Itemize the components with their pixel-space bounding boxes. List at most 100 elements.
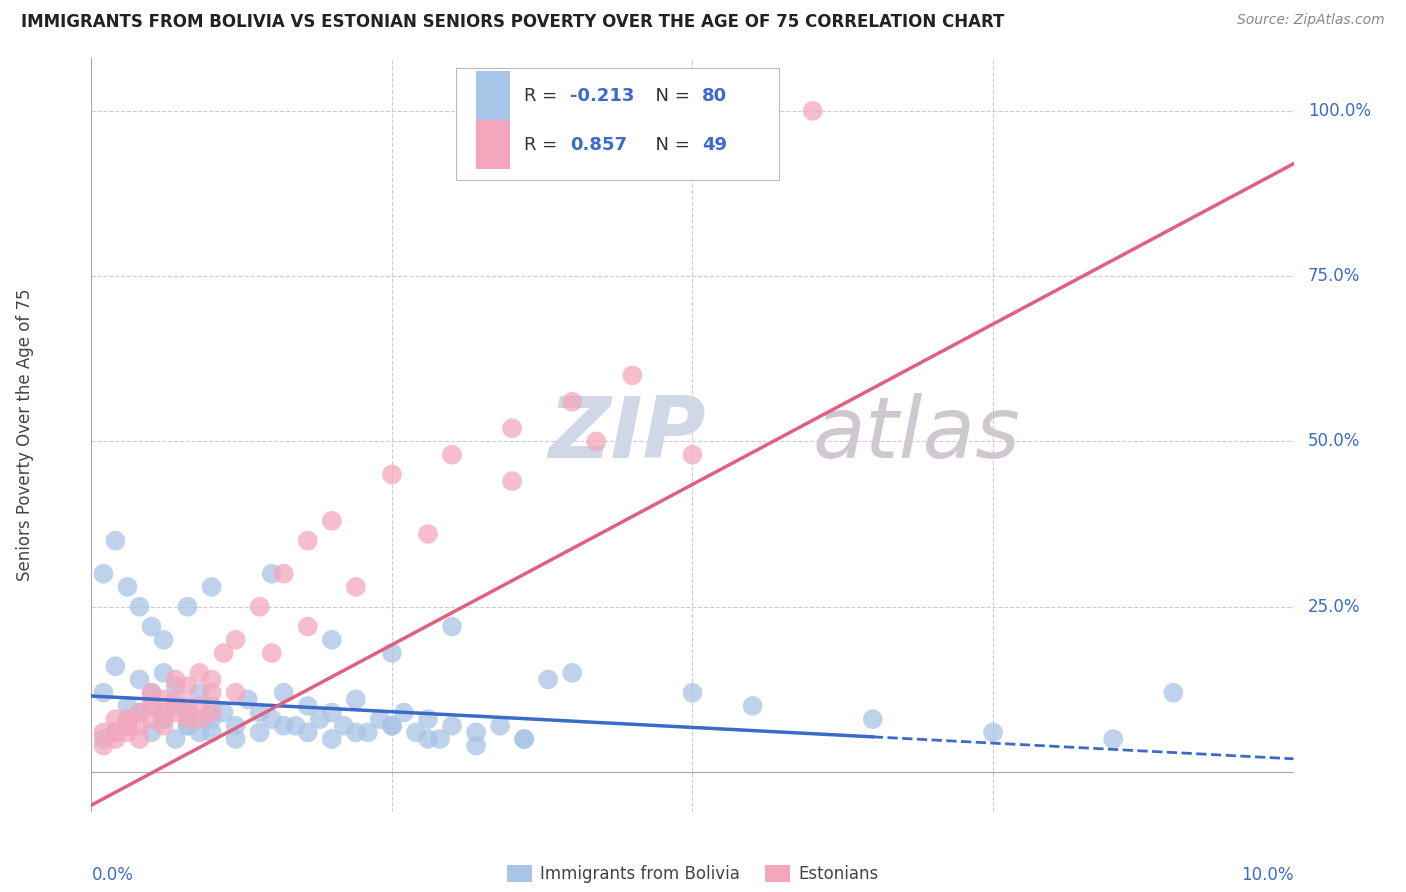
Point [201,712,224,726]
Point [489,719,512,733]
Point [416,731,439,746]
Point [165,679,187,693]
Point [165,731,187,746]
Point [681,686,703,700]
Point [117,719,139,733]
Text: 0.0%: 0.0% [91,866,134,884]
Point [117,712,139,726]
Point [225,731,247,746]
Point [128,731,150,746]
FancyBboxPatch shape [477,120,510,169]
Point [321,731,343,746]
Point [405,725,427,739]
Point [249,725,271,739]
FancyBboxPatch shape [477,71,510,120]
Point [201,580,224,594]
Point [104,725,127,739]
Point [513,731,536,746]
Point [429,731,451,746]
Point [117,580,139,594]
Point [344,692,367,706]
Point [141,725,163,739]
Point [381,719,404,733]
Point [165,706,187,720]
Point [188,665,211,680]
Point [225,719,247,733]
Point [141,619,163,633]
Text: 0.857: 0.857 [569,136,627,153]
Point [152,692,174,706]
Point [188,712,211,726]
Point [117,698,139,713]
Point [416,527,439,541]
Point [297,698,319,713]
Text: Seniors Poverty Over the Age of 75: Seniors Poverty Over the Age of 75 [17,289,34,581]
Point [321,514,343,528]
Point [333,719,356,733]
Point [381,646,404,660]
Point [201,673,224,687]
Point [225,632,247,647]
Point [465,725,488,739]
Text: N =: N = [644,136,696,153]
Point [621,368,644,383]
Point [561,394,583,409]
Point [801,103,824,118]
Point [104,731,127,746]
Point [201,686,224,700]
Point [681,448,703,462]
Point [128,706,150,720]
Legend: Immigrants from Bolivia, Estonians: Immigrants from Bolivia, Estonians [501,859,884,890]
Point [141,698,163,713]
Point [440,719,463,733]
Text: R =: R = [524,87,564,104]
Point [1102,731,1125,746]
Point [284,719,307,733]
Point [368,712,391,726]
Point [273,686,295,700]
Point [141,686,163,700]
Point [308,712,330,726]
Point [357,725,380,739]
FancyBboxPatch shape [456,68,779,180]
Point [176,719,198,733]
Text: IMMIGRANTS FROM BOLIVIA VS ESTONIAN SENIORS POVERTY OVER THE AGE OF 75 CORRELATI: IMMIGRANTS FROM BOLIVIA VS ESTONIAN SENI… [21,13,1004,31]
Point [152,665,174,680]
Point [440,448,463,462]
Point [741,698,763,713]
Point [981,725,1004,739]
Point [344,725,367,739]
Point [176,712,198,726]
Point [165,692,187,706]
Text: ZIP: ZIP [548,393,706,476]
Point [225,686,247,700]
Text: Source: ZipAtlas.com: Source: ZipAtlas.com [1237,13,1385,28]
Text: N =: N = [644,87,696,104]
Point [176,719,198,733]
Point [176,698,198,713]
Point [344,580,367,594]
Point [188,712,211,726]
Point [201,698,224,713]
Point [297,619,319,633]
Text: 80: 80 [702,87,727,104]
Point [260,712,283,726]
Text: 75.0%: 75.0% [1308,268,1361,285]
Point [297,725,319,739]
Point [188,725,211,739]
Point [188,686,211,700]
Point [93,566,115,581]
Point [188,698,211,713]
Point [501,421,523,435]
Point [93,725,115,739]
Point [117,725,139,739]
Point [381,467,404,482]
Point [212,706,235,720]
Point [93,686,115,700]
Point [273,719,295,733]
Point [128,599,150,614]
Point [321,706,343,720]
Point [561,665,583,680]
Point [381,719,404,733]
Point [201,725,224,739]
